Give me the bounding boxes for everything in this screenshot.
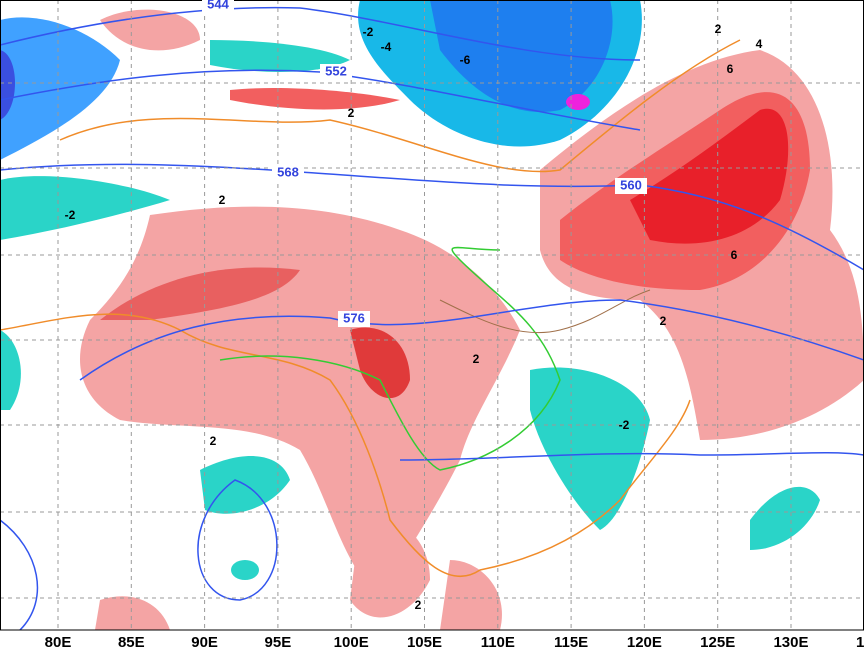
label-backdrop bbox=[272, 165, 304, 181]
longitude-label: 130E bbox=[773, 634, 808, 648]
labels: 80E 85E 90E 95E 100E 105E 110E 115E 120E 125E 130E… bbox=[45, 0, 864, 648]
longitude-label: 100E bbox=[334, 634, 369, 648]
height-contour-label: 544 bbox=[207, 0, 229, 11]
anomaly-contour-label: -2 bbox=[363, 25, 374, 39]
longitude-label: 115E bbox=[554, 634, 588, 648]
anomaly-contour-label: 6 bbox=[727, 62, 734, 76]
anomaly-contour-label: 2 bbox=[348, 106, 355, 120]
anomaly-contour-label: -6 bbox=[460, 53, 471, 67]
label-backdrop bbox=[615, 178, 647, 194]
anomaly-contour-label: 2 bbox=[473, 352, 480, 366]
label-backdrop bbox=[320, 64, 352, 80]
longitude-label: 85E bbox=[118, 634, 145, 648]
label-backdrop bbox=[202, 0, 234, 13]
anomaly-contour-label: 6 bbox=[731, 248, 738, 262]
longitude-label: 90E bbox=[191, 634, 218, 648]
longitude-label: 95E bbox=[265, 634, 292, 648]
longitude-label: 105E bbox=[407, 634, 442, 648]
longitude-label: 80E bbox=[45, 634, 72, 648]
anomaly-contour-label: 2 bbox=[715, 22, 722, 36]
anomaly-contour-label: 4 bbox=[756, 37, 763, 51]
anomaly-contour-label: 2 bbox=[660, 314, 667, 328]
longitude-label: 125E bbox=[700, 634, 735, 648]
positive-anomaly-areas bbox=[80, 9, 864, 630]
graticule bbox=[0, 0, 864, 630]
anomaly-contour-label: -2 bbox=[65, 208, 76, 222]
height-contour-label: 560 bbox=[620, 177, 642, 192]
longitude-label: 120E bbox=[627, 634, 662, 648]
height-contour-label: 568 bbox=[277, 164, 299, 179]
height-contour-label: 552 bbox=[325, 63, 347, 78]
anomaly-contour-label: -4 bbox=[381, 40, 392, 54]
longitude-label: 110E bbox=[481, 634, 515, 648]
anomaly-contour-label: 2 bbox=[219, 193, 226, 207]
longitude-label: 13 bbox=[856, 634, 864, 648]
anomaly-contour-label: 2 bbox=[415, 598, 422, 612]
anomaly-contour-label: 2 bbox=[210, 434, 217, 448]
height-contour-label: 576 bbox=[343, 310, 365, 325]
anomaly-contour-label: -2 bbox=[619, 418, 630, 432]
label-backdrop bbox=[338, 311, 370, 327]
